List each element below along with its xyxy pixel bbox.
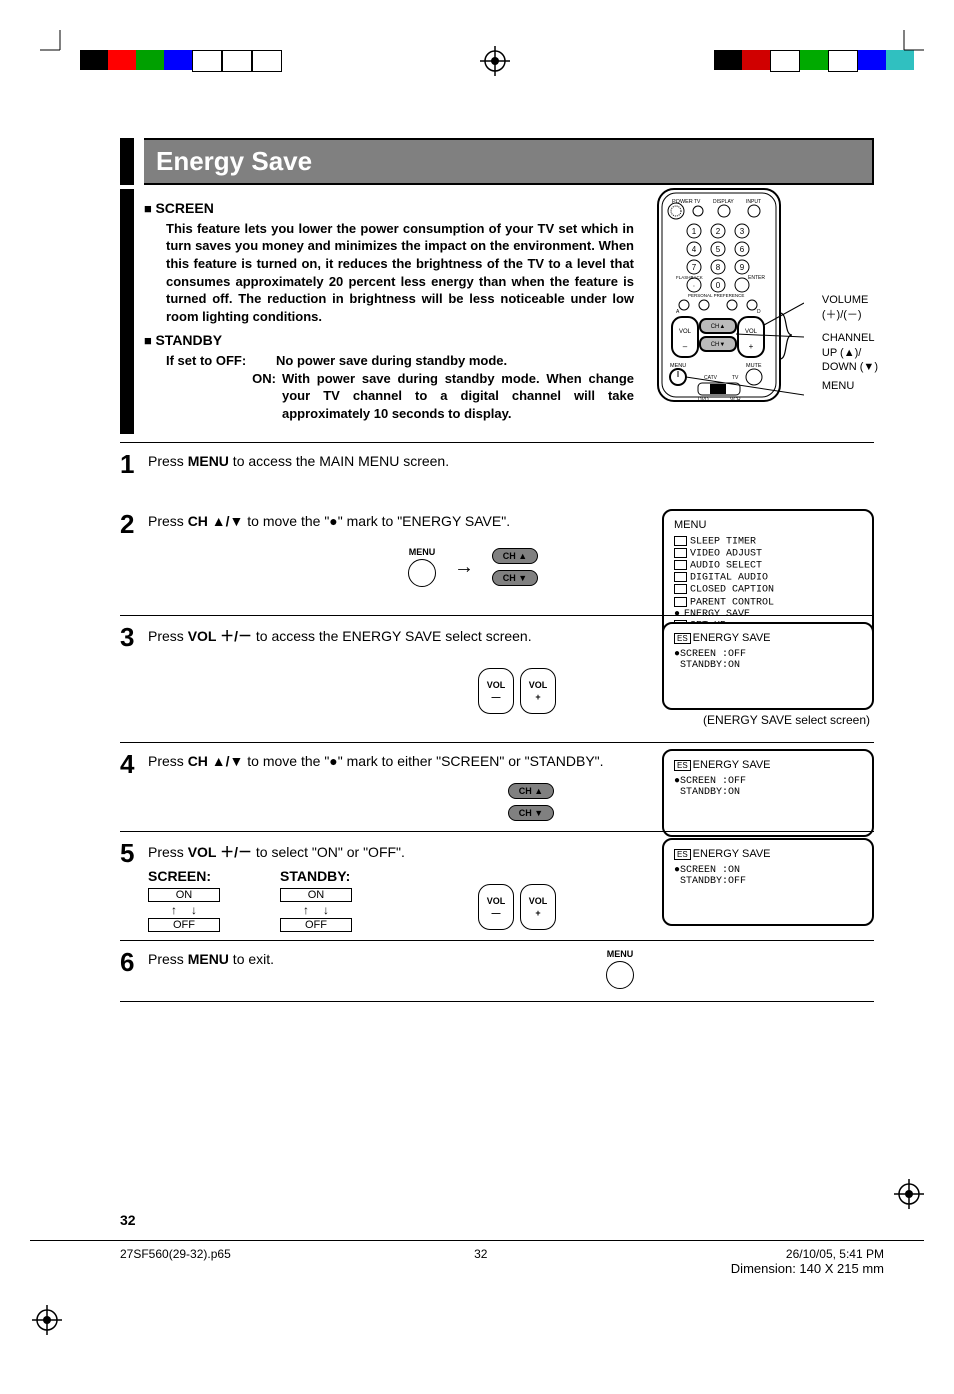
registration-mark-bl-icon (32, 1305, 62, 1340)
svg-text:2: 2 (716, 227, 721, 236)
svg-text:VOL: VOL (679, 329, 692, 335)
step-5: 5Press VOL ＋/－ to select "ON" or "OFF".S… (120, 831, 874, 940)
step-body: Press MENU to exit. (148, 949, 874, 991)
osd-screen: ESENERGY SAVE●SCREEN :ON STANDBY:OFF (662, 838, 874, 926)
svg-text:–: – (683, 342, 688, 351)
step-body: Press MENU to access the MAIN MENU scree… (148, 451, 874, 493)
svg-text:FLASHBACK: FLASHBACK (676, 275, 703, 280)
remote-illustration: POWER TV DISPLAY INPUT 1 2 3 4 5 6 7 (654, 185, 874, 405)
remote-label-menu: MENU (822, 379, 878, 394)
color-swatch (858, 50, 886, 70)
color-swatch (742, 50, 770, 70)
color-swatch (770, 50, 800, 72)
step-number: 1 (120, 451, 148, 477)
step-number: 5 (120, 840, 148, 866)
svg-text:VCR: VCR (730, 397, 741, 403)
vol-plus-icon: VOL+ (520, 668, 556, 714)
step-number: 6 (120, 949, 148, 975)
step-number: 3 (120, 624, 148, 650)
svg-text:9: 9 (740, 263, 745, 272)
toggle-screen: SCREEN:ON↑↓OFF (148, 868, 220, 934)
screen-blurb: This feature lets you lower the power co… (166, 220, 634, 325)
svg-text:DVD: DVD (698, 397, 709, 403)
svg-text:MUTE: MUTE (746, 363, 762, 369)
step-6: 6 MENUPress MENU to exit. (120, 940, 874, 1002)
svg-text:TV: TV (694, 199, 701, 205)
svg-text:⋅: ⋅ (693, 284, 695, 290)
remote-label-down: DOWN (▼) (822, 360, 878, 375)
step-4: 4Press CH ▲/▼ to move the "●" mark to ei… (120, 742, 874, 831)
osd-screen: ESENERGY SAVE●SCREEN :OFF STANDBY:ON(ENE… (662, 622, 874, 710)
svg-text:D: D (757, 309, 761, 315)
footer-date: 26/10/05, 5:41 PM (731, 1247, 884, 1261)
registration-mark-br-icon (894, 1179, 924, 1214)
color-swatch (714, 50, 742, 70)
color-swatch (80, 50, 108, 70)
svg-text:+: + (749, 342, 754, 351)
menu-button-icon: MENU (606, 949, 634, 989)
color-swatch (136, 50, 164, 70)
remote-label-volume-sym: (＋)/(－) (822, 308, 878, 323)
svg-text:INPUT: INPUT (746, 199, 761, 205)
svg-text:0: 0 (716, 281, 721, 290)
svg-text:PERSONAL PREFERENCE: PERSONAL PREFERENCE (688, 293, 744, 298)
page-title: Energy Save (144, 138, 874, 185)
svg-text:3: 3 (740, 227, 745, 236)
vol-plus-icon: VOL+ (520, 884, 556, 930)
color-swatch (108, 50, 136, 70)
step-2: 2Press CH ▲/▼ to move the "●" mark to "E… (120, 503, 874, 615)
svg-text:ENTER: ENTER (748, 275, 765, 281)
menu-button-icon: MENU (408, 547, 436, 587)
color-swatch (164, 50, 192, 70)
step-1: 1Press MENU to access the MAIN MENU scre… (120, 442, 874, 503)
footer-file: 27SF560(29-32).p65 (120, 1247, 231, 1276)
footer: 27SF560(29-32).p65 32 26/10/05, 5:41 PM … (30, 1240, 924, 1276)
remote-label-up: UP (▲)/ (822, 346, 878, 361)
footer-page: 32 (474, 1247, 487, 1276)
ch-button-pair: CH ▲CH ▼ (508, 783, 644, 821)
svg-text:CH▼: CH▼ (711, 342, 726, 348)
svg-text:4: 4 (692, 245, 697, 254)
color-swatch (828, 50, 858, 72)
svg-text:POWER: POWER (672, 199, 693, 205)
svg-text:TV: TV (732, 375, 739, 381)
svg-text:CH▲: CH▲ (711, 324, 726, 330)
svg-text:5: 5 (716, 245, 721, 254)
remote-label-volume: VOLUME (822, 293, 878, 308)
vol-minus-icon: VOL— (478, 884, 514, 930)
step-number: 4 (120, 751, 148, 777)
svg-text:7: 7 (692, 263, 697, 272)
color-swatch (192, 50, 222, 72)
step-3: 3Press VOL ＋/－ to access the ENERGY SAVE… (120, 615, 874, 742)
standby-on-text: With power save during standby mode. Whe… (282, 370, 634, 423)
color-swatch (800, 50, 828, 70)
ch-up-pill: CH ▲ (492, 548, 538, 564)
registration-mark-icon (480, 46, 510, 76)
toggle-standby: STANDBY:ON↑↓OFF (280, 868, 352, 934)
step-number: 2 (120, 511, 148, 537)
remote-label-channel: CHANNEL (822, 331, 878, 346)
footer-dimension: Dimension: 140 X 215 mm (731, 1261, 884, 1276)
color-swatch (252, 50, 282, 72)
button-row: MENU→CH ▲CH ▼ (408, 547, 644, 587)
vol-button-pair: VOL—VOL+ (478, 668, 644, 714)
vol-button-pair: VOL—VOL+ (478, 884, 644, 930)
osd-caption: (ENERGY SAVE select screen) (650, 714, 870, 728)
svg-text:8: 8 (716, 263, 721, 272)
color-swatch (222, 50, 252, 72)
vol-minus-icon: VOL— (478, 668, 514, 714)
svg-text:DISPLAY: DISPLAY (713, 199, 734, 205)
ch-down-pill: CH ▼ (492, 570, 538, 586)
svg-text:1: 1 (692, 227, 697, 236)
standby-off-label: If set to OFF: (166, 352, 276, 370)
standby-off-text: No power save during standby mode. (276, 352, 634, 370)
crop-marks-top (120, 50, 874, 78)
osd-screen: ESENERGY SAVE●SCREEN :OFF STANDBY:ON (662, 749, 874, 837)
page-number: 32 (120, 1212, 874, 1228)
standby-on-label: ON: (166, 370, 282, 423)
svg-text:6: 6 (740, 245, 745, 254)
